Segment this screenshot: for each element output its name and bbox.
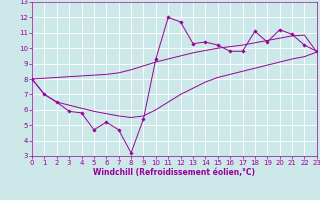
X-axis label: Windchill (Refroidissement éolien,°C): Windchill (Refroidissement éolien,°C) bbox=[93, 168, 255, 177]
